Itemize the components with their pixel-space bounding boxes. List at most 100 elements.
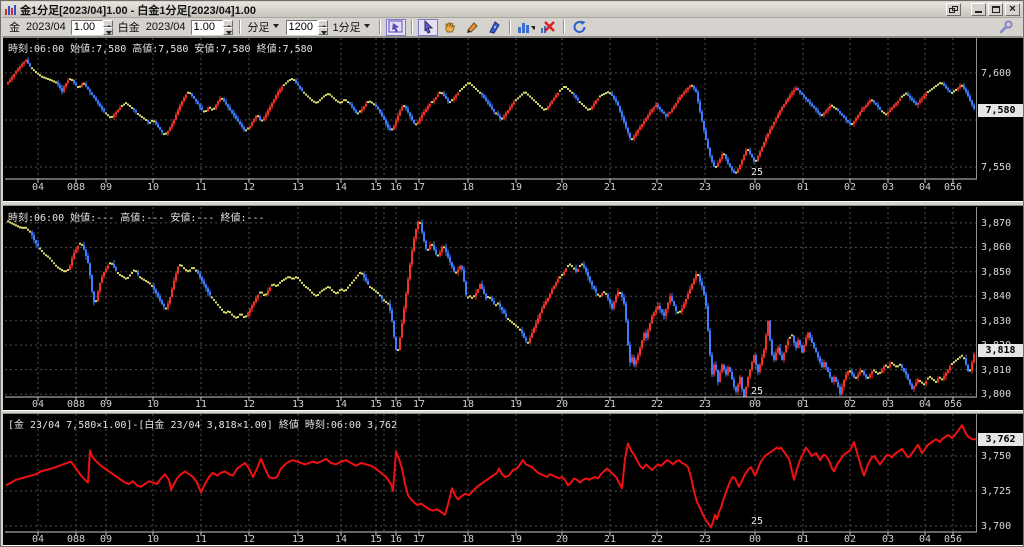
x-axis-label: 15 (369, 399, 383, 410)
y-axis-tick: 7,550 (981, 161, 1012, 173)
x-axis-label: 10 (146, 399, 160, 410)
x-axis-label: 12 (242, 182, 256, 193)
x-axis-label: 19 (509, 534, 523, 545)
platinum-plot[interactable] (5, 207, 978, 404)
refresh-icon[interactable] (570, 19, 590, 36)
close-button[interactable]: × (1005, 3, 1020, 16)
gold-multiplier-value[interactable]: 1.00 (70, 19, 103, 35)
x-axis-label: 18 (461, 399, 475, 410)
x-axis-label: 02 (843, 399, 857, 410)
spin-up-icon[interactable] (102, 19, 113, 29)
x-axis-label: 01 (796, 182, 810, 193)
spin-down-icon[interactable] (222, 27, 233, 35)
x-axis-label: 11 (194, 399, 208, 410)
pencil-icon[interactable] (462, 19, 482, 36)
x-axis-label: 23 (698, 399, 712, 410)
chevron-down-icon (272, 24, 279, 31)
spin-up-icon[interactable] (222, 19, 233, 29)
platinum-chart-header: 時刻:06:00 始値:--- 高値:--- 安値:--- 終値:--- (8, 213, 265, 224)
x-axis-label: 12 (242, 399, 256, 410)
x-axis-label: 17 (412, 182, 426, 193)
x-axis-label: 056 (943, 399, 963, 410)
titlebar: 金1分足[2023/04]1.00 - 白金1分足[2023/04]1.00 × (2, 2, 1022, 18)
y-axis-tick: 3,840 (981, 291, 1012, 303)
x-axis-label: 04 (918, 399, 932, 410)
spin-up-icon[interactable] (317, 19, 328, 29)
y-axis-tick: 3,725 (981, 485, 1012, 497)
select-arrow-icon[interactable] (417, 18, 438, 36)
x-axis-label: 23 (698, 182, 712, 193)
x-axis-label: 14 (334, 534, 348, 545)
x-axis-label: 088 (66, 534, 86, 545)
x-axis-label: 01 (796, 534, 810, 545)
pan-hand-icon[interactable] (440, 19, 460, 36)
minimize-button[interactable] (971, 3, 986, 16)
y-axis-tick: 3,830 (981, 315, 1012, 327)
x-axis-label: 01 (796, 399, 810, 410)
x-axis-label: 04 (31, 399, 45, 410)
spread-chart-panel (3, 413, 1023, 546)
y-axis-tick: 3,700 (981, 520, 1012, 532)
interval-dropdown[interactable]: 1分足 (333, 19, 372, 35)
current-price-box: 3,818 (978, 343, 1023, 357)
x-axis-label: 02 (843, 182, 857, 193)
x-axis-label: 21 (603, 534, 617, 545)
spin-down-icon[interactable] (102, 27, 113, 35)
pen-icon[interactable] (484, 19, 504, 36)
crosshair-chart-icon[interactable] (385, 18, 406, 36)
x-axis-label: 22 (650, 399, 664, 410)
popout-button[interactable] (946, 3, 961, 16)
x-axis-label: 12 (242, 534, 256, 545)
bar-count-value[interactable]: 1200 (285, 19, 318, 35)
platinum-multiplier-spinner[interactable]: 1.00 (190, 19, 233, 35)
bar-count-spinner[interactable]: 1200 (285, 19, 328, 35)
gold-plot[interactable] (5, 38, 978, 186)
x-axis-label: 04 (31, 534, 45, 545)
bar-chart-icon[interactable] (516, 19, 536, 36)
bar-type-dropdown[interactable]: 分足 (248, 19, 281, 35)
maximize-button[interactable] (988, 3, 1003, 16)
x-axis-label: 13 (291, 534, 305, 545)
gold-chart-header: 時刻:06:00 始値:7,580 高値:7,580 安値:7,580 終値:7… (8, 44, 313, 55)
y-axis-tick: 3,750 (981, 450, 1012, 462)
delete-cross-icon[interactable] (538, 19, 558, 36)
date-label: 25 (751, 386, 764, 397)
x-axis-label: 20 (555, 182, 569, 193)
x-axis-label: 03 (881, 399, 895, 410)
x-axis-label: 10 (146, 182, 160, 193)
settings-wrench-icon[interactable] (998, 19, 1014, 38)
gold-label: 金 (9, 22, 20, 34)
chevron-down-icon (363, 24, 370, 31)
x-axis-label: 00 (748, 534, 762, 545)
x-axis-label: 16 (389, 399, 403, 410)
x-axis-label: 23 (698, 534, 712, 545)
y-axis-tick: 7,600 (981, 67, 1012, 79)
x-axis-label: 03 (881, 534, 895, 545)
y-axis-tick: 3,800 (981, 389, 1012, 401)
x-axis-label: 04 (918, 182, 932, 193)
x-axis-label: 11 (194, 182, 208, 193)
x-axis-label: 20 (555, 534, 569, 545)
x-axis-label: 04 (31, 182, 45, 193)
x-axis-label: 03 (881, 182, 895, 193)
x-axis-label: 20 (555, 399, 569, 410)
x-axis-label: 09 (99, 182, 113, 193)
x-axis-label: 09 (99, 399, 113, 410)
window-title: 金1分足[2023/04]1.00 - 白金1分足[2023/04]1.00 (20, 4, 257, 17)
spin-down-icon[interactable] (317, 27, 328, 35)
spread-plot[interactable] (5, 414, 978, 539)
current-price-box: 3,762 (978, 432, 1023, 446)
x-axis-label: 15 (369, 534, 383, 545)
app-icon (5, 4, 16, 15)
x-axis-label: 10 (146, 534, 160, 545)
gold-multiplier-spinner[interactable]: 1.00 (70, 19, 113, 35)
platinum-multiplier-value[interactable]: 1.00 (190, 19, 223, 35)
x-axis-label: 11 (194, 534, 208, 545)
x-axis-label: 21 (603, 182, 617, 193)
x-axis-label: 18 (461, 182, 475, 193)
toolbar: 金 2023/04 1.00 白金 2023/04 1.00 分足 1200 1… (2, 18, 1022, 37)
x-axis-label: 02 (843, 534, 857, 545)
y-axis-tick: 3,810 (981, 364, 1012, 376)
y-axis-tick: 3,850 (981, 266, 1012, 278)
